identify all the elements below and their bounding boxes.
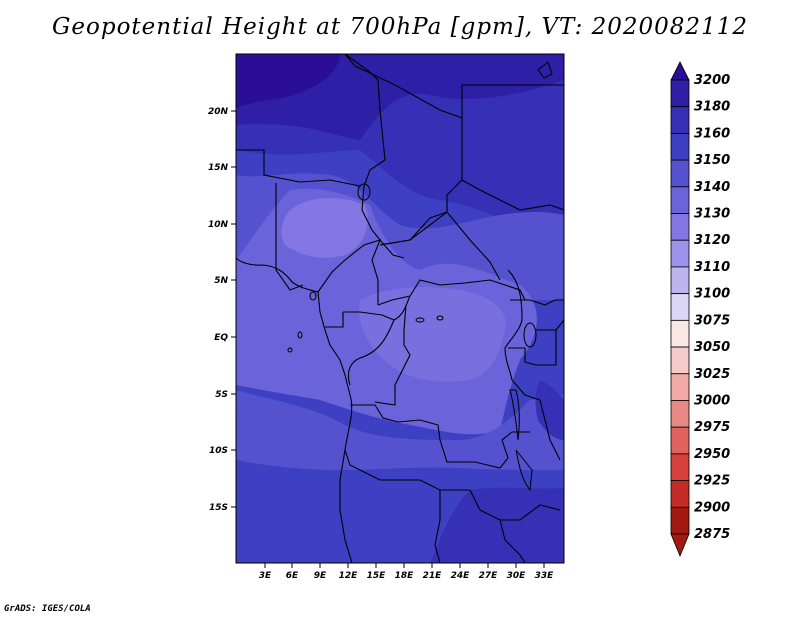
colorbar-label: 3000 xyxy=(694,393,730,408)
colorbar-label: 3050 xyxy=(694,340,730,355)
colorbar-swatch xyxy=(670,213,690,241)
map-frame xyxy=(235,53,565,564)
colorbar-label: 3110 xyxy=(694,260,730,275)
latitude-axis: 20N 15N 10N 5N EQ 5S 10S 15S xyxy=(208,107,236,513)
lon-label: 18E xyxy=(395,571,415,581)
map-title: Geopotential Height at 700hPa [gpm], VT:… xyxy=(52,14,748,40)
colorbar-label: 3140 xyxy=(694,180,730,195)
lat-label: 15S xyxy=(209,503,228,513)
colorbar-max-arrow xyxy=(670,61,690,81)
colorbar-swatch xyxy=(670,186,690,214)
lat-label: 10S xyxy=(209,446,228,456)
longitude-axis: 3E 6E 9E 12E 15E 18E 21E 24E 27E 30E 33E xyxy=(259,563,554,581)
colorbar-swatch xyxy=(670,373,690,401)
colorbar-label: 2925 xyxy=(694,474,730,489)
lakes-and-islands xyxy=(287,61,553,492)
colorbar-label: 2975 xyxy=(694,420,730,435)
map-field xyxy=(236,54,564,563)
lon-label: 27E xyxy=(479,571,499,581)
lon-label: 9E xyxy=(314,571,327,581)
contour-3140-south xyxy=(236,390,564,470)
colorbar-label: 2875 xyxy=(694,527,730,542)
colorbar-label: 2900 xyxy=(694,500,730,515)
lon-label: 6E xyxy=(286,571,299,581)
lon-label: 33E xyxy=(535,571,555,581)
lon-label: 24E xyxy=(451,571,471,581)
colorbar-swatch xyxy=(670,426,690,455)
lat-label: 5N xyxy=(214,276,228,286)
colorbar-swatch xyxy=(670,319,690,348)
colorbar-swatch xyxy=(670,159,690,188)
lat-label: 5S xyxy=(215,390,228,400)
country-borders xyxy=(236,54,564,563)
colorbar-swatch xyxy=(670,266,690,295)
colorbar-swatch xyxy=(670,400,690,428)
colorbar-swatch xyxy=(670,79,690,108)
grads-credit: GrADS: IGES/COLA xyxy=(4,604,91,614)
colorbar: 3200 3180 3160 3150 3140 3130 3120 3110 3100 3075… xyxy=(670,61,730,558)
colorbar-swatch xyxy=(670,506,690,535)
lat-label: 15N xyxy=(208,163,229,173)
colorbar-swatch xyxy=(670,239,690,268)
colorbar-swatch xyxy=(670,480,690,508)
lon-label: 30E xyxy=(507,571,527,581)
lon-label: 12E xyxy=(339,571,359,581)
colorbar-swatch xyxy=(670,106,690,134)
lat-label: 20N xyxy=(208,107,229,117)
contour-3120-north xyxy=(281,198,368,258)
lon-label: 15E xyxy=(367,571,387,581)
contour-3160-east xyxy=(535,380,564,440)
colorbar-swatch xyxy=(670,293,690,321)
colorbar-label: 3025 xyxy=(694,367,730,382)
colorbar-label: 2950 xyxy=(694,447,730,462)
lat-label: EQ xyxy=(214,333,228,343)
contour-3180-south xyxy=(430,487,564,563)
contour-3120-central xyxy=(359,287,506,382)
colorbar-label: 3120 xyxy=(694,233,730,248)
colorbar-label: 3160 xyxy=(694,126,730,141)
contour-3200 xyxy=(236,54,340,108)
colorbar-label: 3130 xyxy=(694,207,730,222)
colorbar-label: 3075 xyxy=(694,313,730,328)
colorbar-label: 3150 xyxy=(694,153,730,168)
colorbar-label: 3180 xyxy=(694,100,730,115)
colorbar-label: 3100 xyxy=(694,287,730,302)
colorbar-label: 3200 xyxy=(694,73,730,88)
colorbar-swatch xyxy=(670,453,690,481)
colorbar-min-arrow xyxy=(670,533,690,558)
lat-label: 10N xyxy=(208,220,229,230)
lon-label: 3E xyxy=(259,571,272,581)
colorbar-swatch xyxy=(670,133,690,161)
lon-label: 21E xyxy=(423,571,443,581)
colorbar-swatch xyxy=(670,346,690,375)
